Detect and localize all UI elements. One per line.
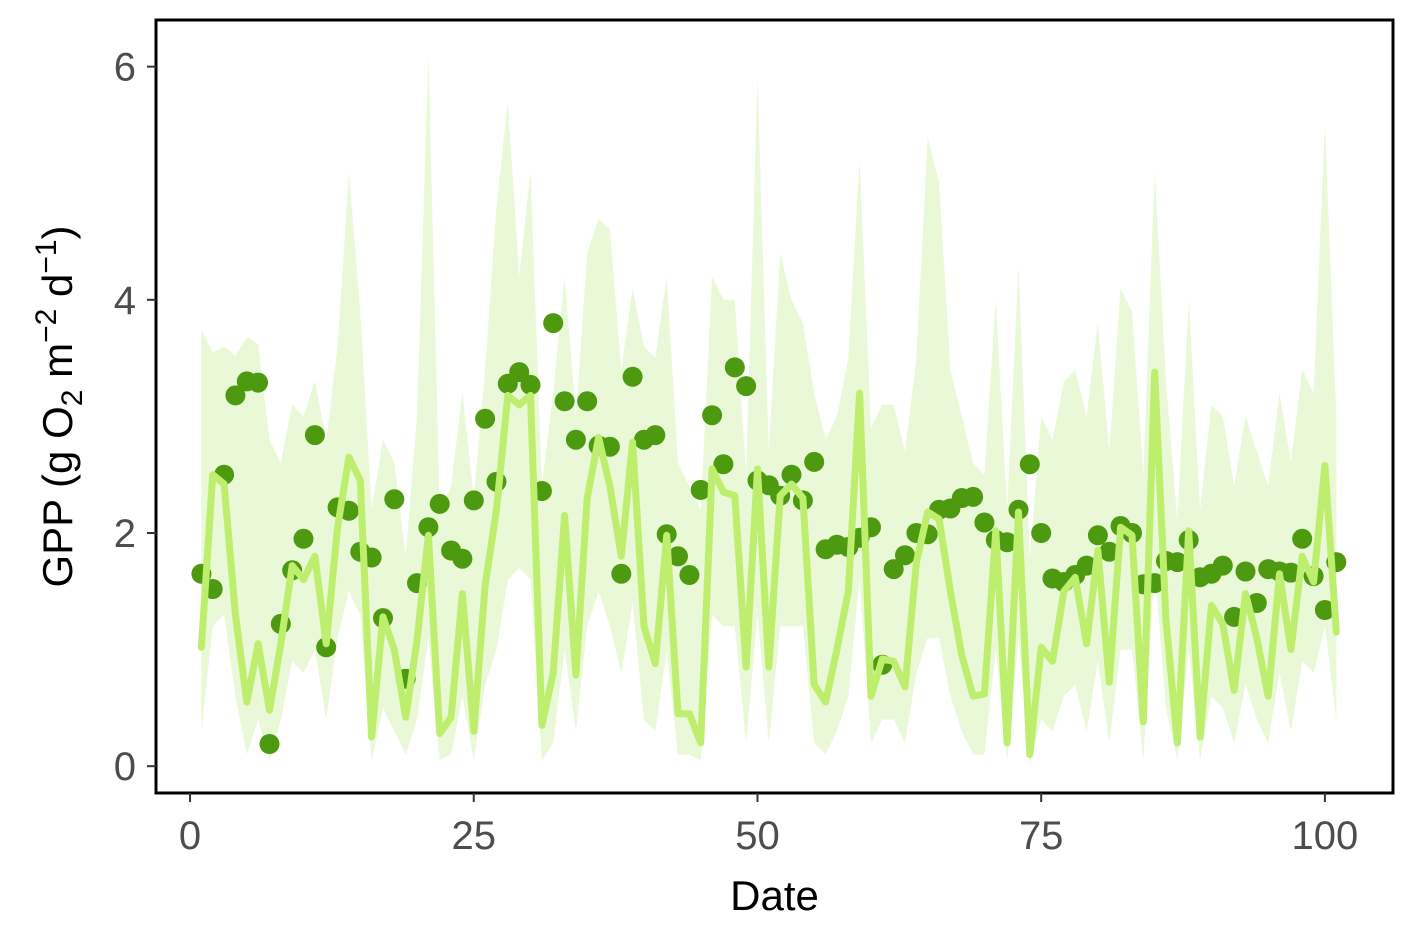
y-axis-title-sup2: −1: [30, 239, 63, 273]
y-axis-title: GPP (g O2 m−2 d−1): [30, 225, 89, 587]
y-tick-label: 4: [114, 279, 136, 323]
observed-point: [520, 374, 541, 395]
observed-point: [429, 493, 450, 514]
observed-point: [1031, 523, 1052, 543]
y-tick-label: 0: [114, 745, 136, 789]
x-tick-label: 75: [1019, 814, 1064, 858]
observed-point: [611, 563, 632, 584]
observed-point: [1280, 562, 1301, 583]
observed-point: [1235, 561, 1256, 582]
observed-point: [577, 391, 598, 412]
observed-point: [225, 385, 246, 406]
observed-point: [679, 565, 700, 585]
observed-point: [645, 425, 666, 446]
observed-point: [1292, 528, 1313, 549]
observed-point: [509, 362, 530, 383]
observed-point: [690, 479, 711, 500]
plot-frame: [154, 18, 1395, 795]
observed-point: [384, 489, 405, 510]
x-tick-label: 100: [1292, 814, 1359, 858]
observed-point: [702, 405, 723, 426]
observed-point: [724, 357, 745, 378]
observed-point: [1076, 555, 1097, 576]
y-tick-label: 6: [114, 46, 136, 90]
observed-point: [452, 548, 473, 569]
axis-ticks: 0 25 50 75 100 0 2 4 6: [114, 46, 1359, 858]
observed-point: [1019, 454, 1040, 475]
model-line: [197, 368, 1340, 758]
x-tick-label: 25: [452, 814, 497, 858]
x-axis-title: Date: [730, 872, 819, 919]
observed-point: [543, 313, 564, 334]
observed-point: [293, 528, 314, 549]
y-axis-title-mid1: m: [34, 343, 81, 390]
observed-point: [463, 490, 484, 511]
observed-point: [304, 425, 325, 446]
observed-point: [248, 372, 269, 393]
observed-point: [963, 486, 984, 507]
observed-point: [1314, 600, 1335, 620]
observed-point: [1212, 555, 1233, 576]
observed-point: [713, 454, 734, 475]
observed-point: [418, 517, 439, 538]
observed-point: [804, 451, 825, 472]
observed-point: [883, 559, 904, 580]
y-axis-title-prefix: GPP (g O: [34, 406, 81, 587]
observed-point: [736, 376, 757, 397]
y-axis-title-sub: 2: [56, 390, 89, 407]
observed-point: [895, 545, 915, 566]
y-axis-title-sup1: −2: [30, 309, 63, 343]
observed-point: [997, 532, 1018, 553]
y-axis-title-mid2: d: [34, 274, 81, 309]
x-tick-label: 50: [735, 814, 780, 858]
observed-point: [475, 408, 496, 429]
observed-point: [554, 391, 575, 412]
observed-point: [316, 637, 337, 658]
observed-point: [565, 429, 586, 450]
observed-point: [1099, 541, 1120, 562]
observed-point: [974, 512, 995, 533]
model-line-layer: [197, 368, 1340, 758]
observed-point: [781, 464, 802, 485]
observed-point: [1167, 552, 1188, 573]
x-tick-label: 0: [179, 814, 201, 858]
y-axis-title-suffix: ): [34, 225, 81, 239]
y-tick-label: 2: [114, 512, 136, 556]
observed-point: [259, 734, 280, 754]
observed-point: [1087, 525, 1108, 546]
observed-point: [668, 546, 688, 567]
observed-point: [622, 366, 643, 387]
